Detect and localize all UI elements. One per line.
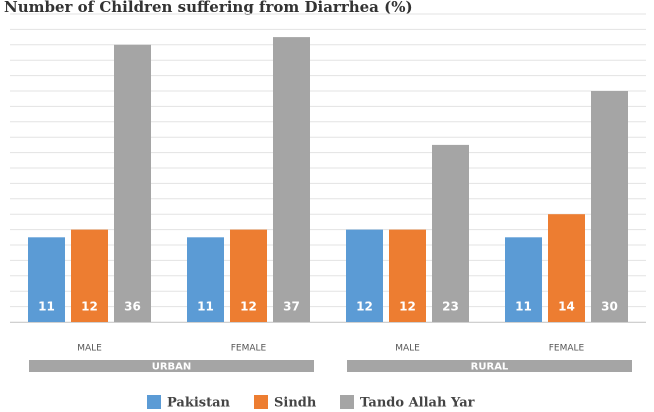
bar [389,229,426,322]
bar [548,214,585,322]
legend-swatch [147,395,161,409]
data-label: 37 [283,300,300,314]
group-band [29,360,314,372]
bar [114,44,151,323]
legend-label: Pakistan [167,396,231,411]
bar [505,237,542,322]
data-label: 12 [81,300,98,314]
bar [591,91,628,322]
bar [187,237,224,322]
group-label: RURAL [471,362,509,373]
x-tick-label: FEMALE [549,344,585,354]
group-band [347,360,632,372]
chart-title: Number of Children suffering from Diarrh… [4,0,413,16]
data-label: 12 [356,300,373,314]
data-label: 12 [399,300,416,314]
legend-label: Sindh [274,396,317,411]
bar [230,229,267,322]
bar [273,37,310,322]
data-label: 36 [124,300,141,314]
legend-label: Tando Allah Yar [360,396,475,411]
bar [71,229,108,322]
bar [346,229,383,322]
data-label: 11 [38,300,55,314]
legend-swatch [254,395,268,409]
data-label: 11 [197,300,214,314]
x-tick-label: FEMALE [231,344,267,354]
x-tick-label: MALE [395,344,420,354]
data-label: 30 [601,300,618,314]
bar [28,237,65,322]
data-label: 23 [442,300,459,314]
group-label: URBAN [152,362,192,373]
bar [432,144,469,322]
data-label: 14 [558,300,575,314]
data-label: 12 [240,300,257,314]
x-tick-label: MALE [77,344,102,354]
legend-swatch [340,395,354,409]
data-label: 11 [515,300,532,314]
